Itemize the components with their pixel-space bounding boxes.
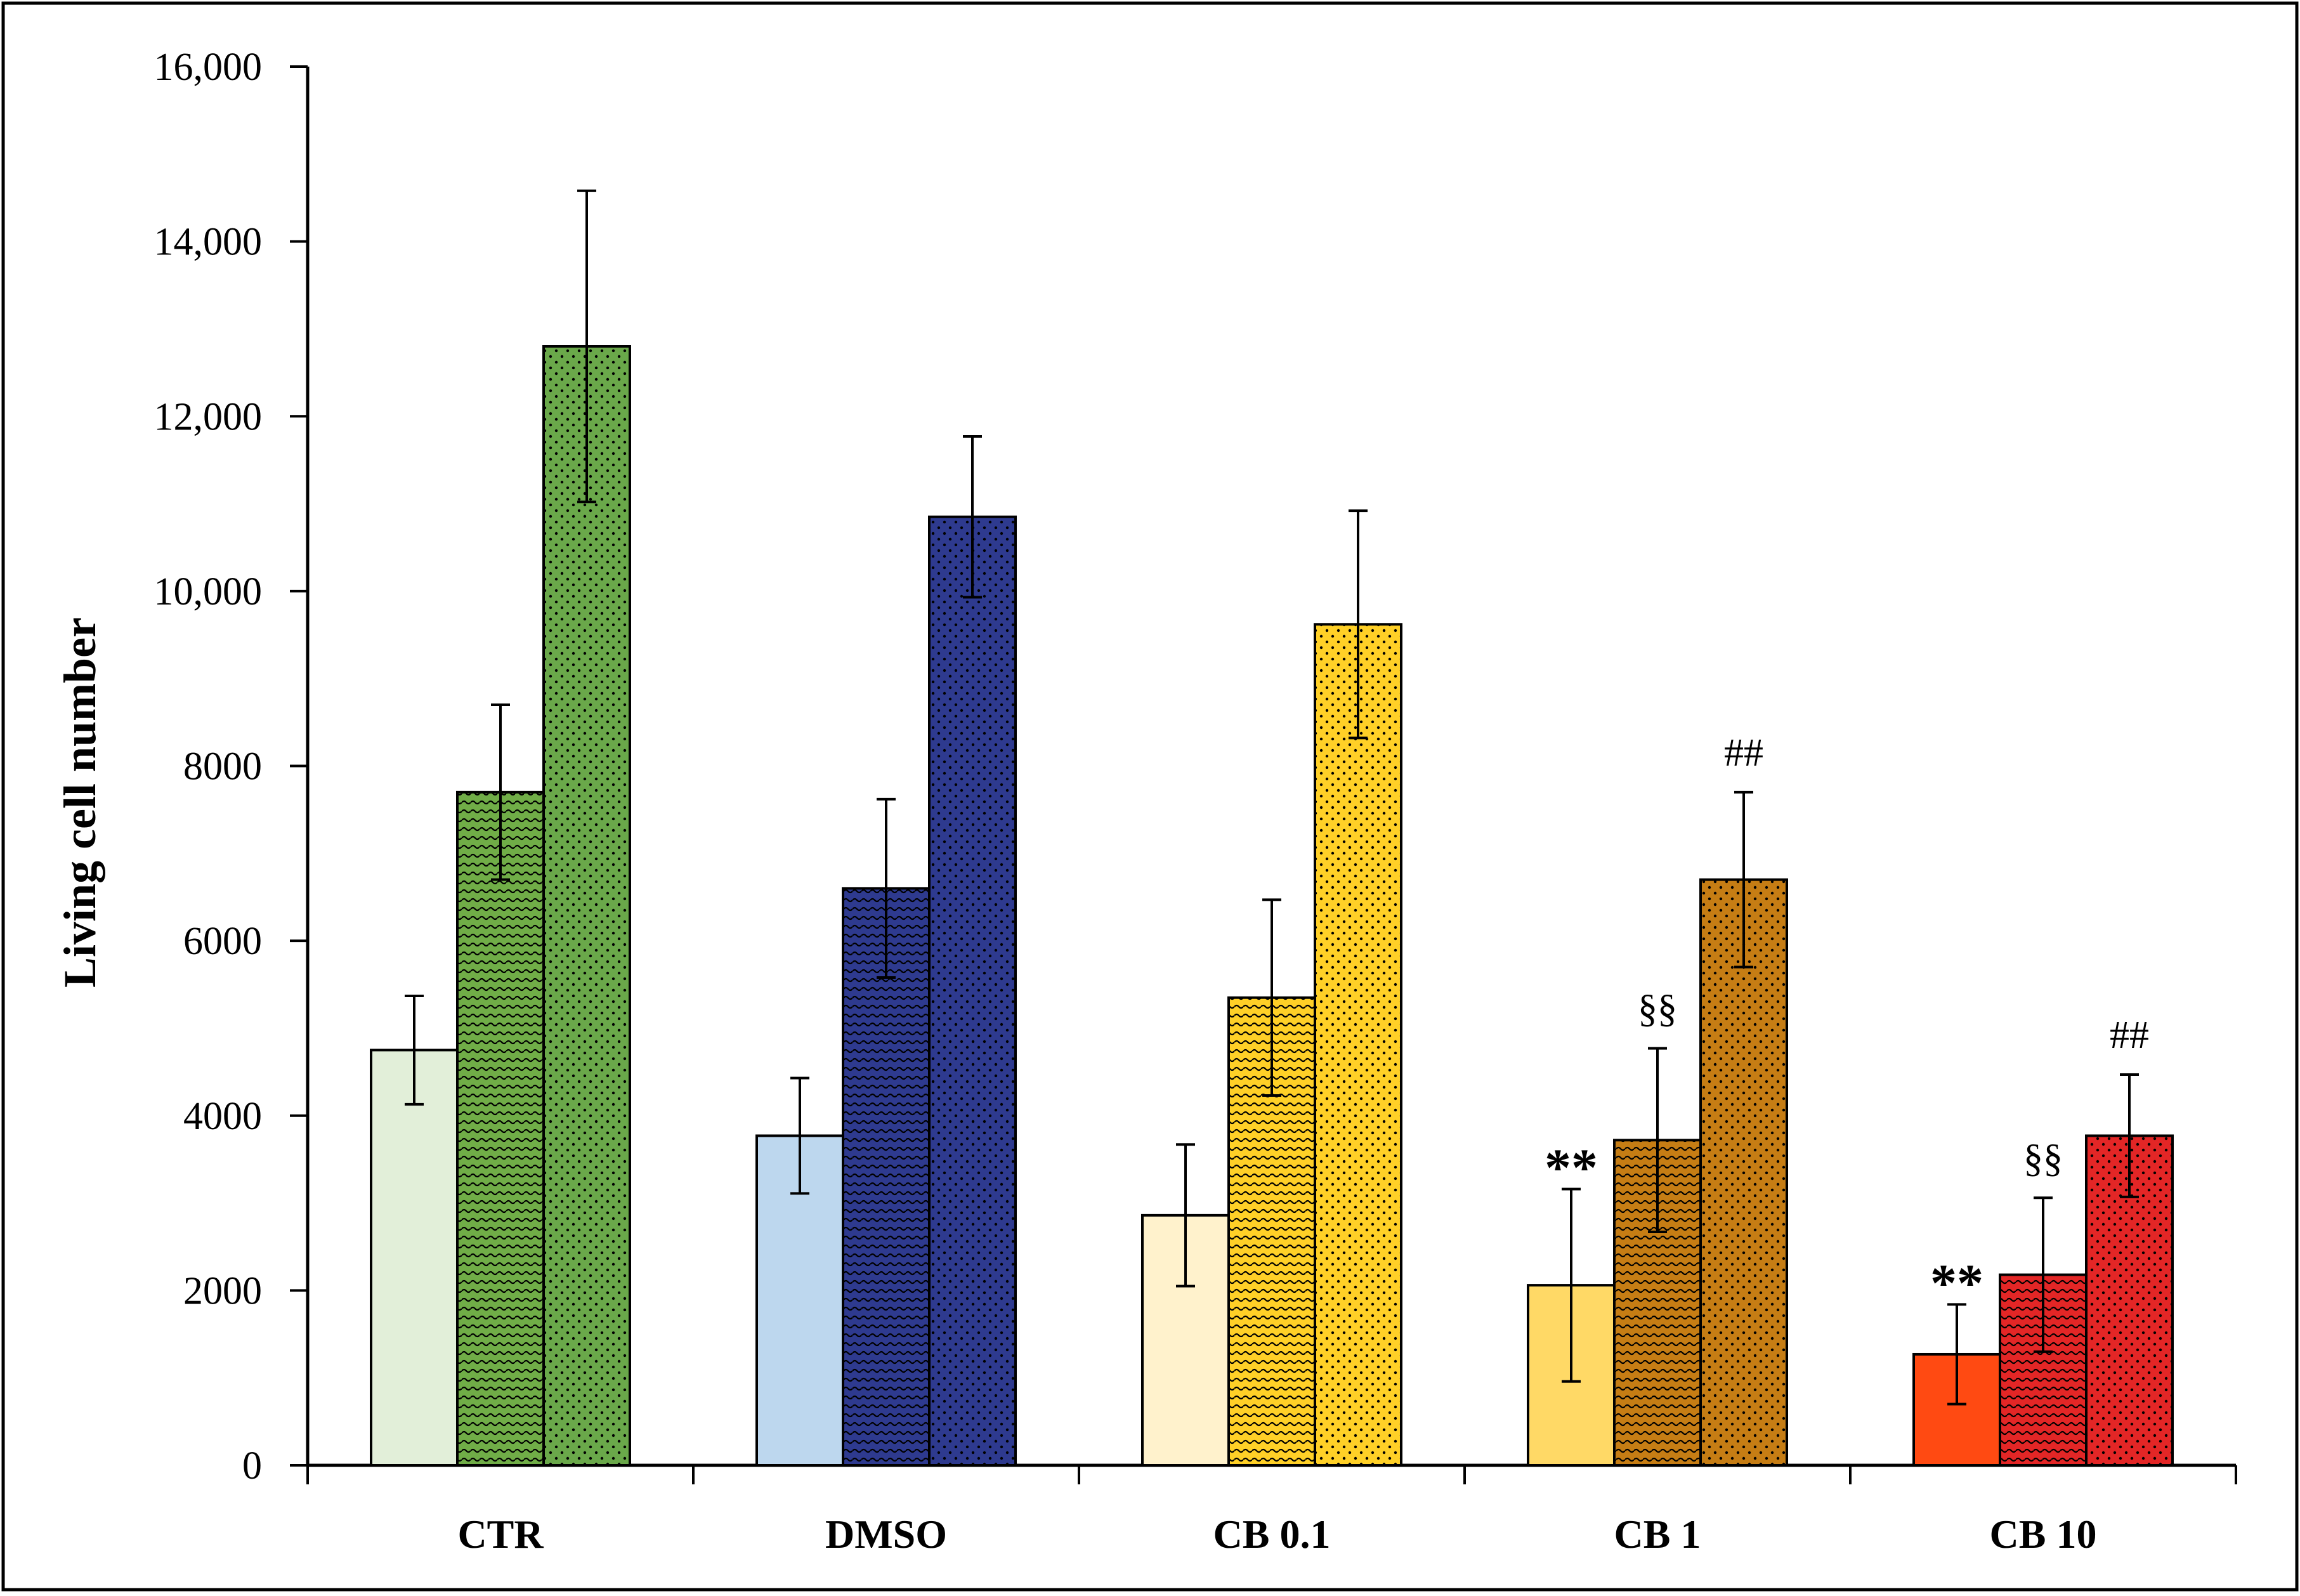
bar-pattern <box>1701 879 1787 1465</box>
x-category-label: CB 10 <box>1990 1512 2097 1557</box>
y-tick-label: 6000 <box>183 920 262 963</box>
significance-annotation: ## <box>1724 731 1763 775</box>
bar-pattern <box>843 888 929 1465</box>
x-category-label: CTR <box>457 1512 544 1557</box>
annotations: ** §§ ## ** §§ ## <box>1545 731 2149 1313</box>
x-category-label: CB 0.1 <box>1213 1512 1331 1557</box>
y-axis: 0 2000 4000 6000 8000 10,000 12,000 14,000 16,00… <box>154 46 310 1488</box>
significance-annotation: §§ <box>2023 1137 2063 1180</box>
y-tick-label: 16,000 <box>154 46 263 89</box>
y-tick-label: 4000 <box>183 1095 262 1138</box>
y-tick-label: 12,000 <box>154 395 263 438</box>
bar-pattern <box>1315 624 1401 1465</box>
bar-pattern <box>544 346 630 1465</box>
significance-annotation: §§ <box>1638 988 1677 1031</box>
bars <box>370 189 2174 1467</box>
y-tick-label: 10,000 <box>154 570 263 613</box>
y-tick-label: 0 <box>242 1444 262 1488</box>
significance-annotation: ** <box>1930 1253 1983 1312</box>
bar-pattern <box>457 792 544 1465</box>
y-tick-label: 2000 <box>183 1269 262 1312</box>
y-axis-title: Living cell number <box>55 617 105 988</box>
significance-annotation: ## <box>2110 1014 2149 1057</box>
x-category-label: DMSO <box>825 1512 947 1557</box>
y-tick-label: 8000 <box>183 745 262 788</box>
bar <box>371 1050 457 1465</box>
bar-pattern <box>929 516 1016 1465</box>
x-category-label: CB 1 <box>1614 1512 1701 1557</box>
y-tick-label: 14,000 <box>154 221 263 264</box>
significance-annotation: ** <box>1545 1139 1598 1198</box>
